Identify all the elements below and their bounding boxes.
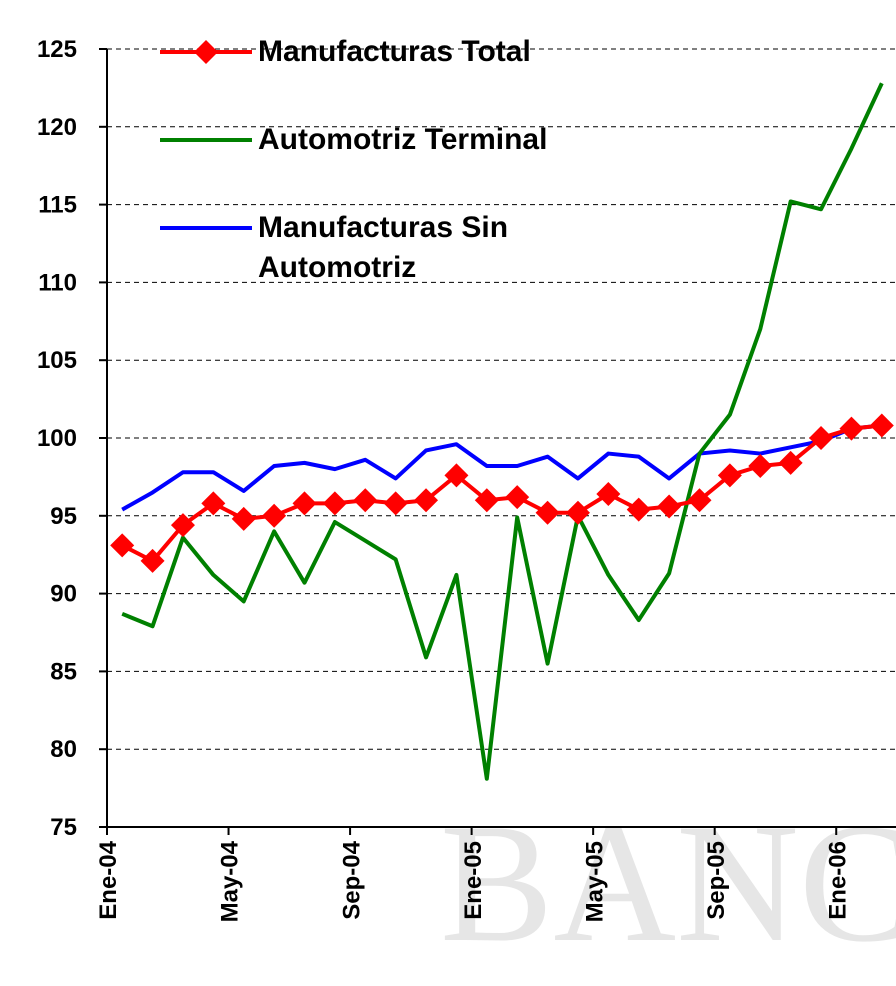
data-point (505, 485, 529, 509)
y-tick-label: 95 (50, 503, 77, 530)
y-tick-label: 115 (38, 192, 77, 219)
y-tick-label: 110 (38, 269, 77, 296)
data-point (110, 533, 134, 557)
y-tick-label: 80 (50, 736, 77, 763)
legend-label: Manufacturas Sin Automotriz (258, 211, 588, 288)
y-tick-label: 100 (37, 425, 77, 452)
chart: BANCO7580859095100105110115120125Ene-04M… (0, 0, 896, 986)
data-point (384, 491, 408, 515)
x-tick-label: Ene-05 (460, 841, 487, 920)
y-tick-label: 125 (37, 36, 77, 63)
legend-item: Automotriz Terminal (258, 123, 598, 203)
legend-item: Manufacturas Total (258, 35, 598, 115)
data-point (657, 494, 681, 518)
data-point (293, 491, 317, 515)
x-tick-label: Sep-05 (703, 841, 730, 920)
y-tick-label: 105 (37, 347, 77, 374)
x-tick-label: Sep-04 (338, 840, 365, 919)
x-tick-label: Ene-04 (95, 840, 122, 919)
data-point (748, 454, 772, 478)
legend-item: Manufacturas Sin Automotriz (258, 211, 598, 291)
data-point (262, 504, 286, 528)
y-tick-label: 75 (50, 814, 77, 841)
series-line (122, 426, 882, 561)
data-point (627, 498, 651, 522)
y-tick-label: 120 (37, 114, 77, 141)
x-tick-label: May-05 (581, 841, 608, 922)
legend-marker (194, 40, 218, 64)
data-point (353, 488, 377, 512)
legend-label: Automotriz Terminal (258, 123, 588, 160)
data-point (536, 501, 560, 525)
data-point (870, 414, 894, 438)
x-tick-label: May-04 (217, 840, 244, 922)
legend-label: Manufacturas Total (258, 35, 588, 72)
data-point (323, 491, 347, 515)
x-tick-label: Ene-06 (824, 841, 851, 920)
data-point (232, 507, 256, 531)
y-tick-label: 85 (50, 658, 77, 685)
data-point (566, 501, 590, 525)
data-point (839, 417, 863, 441)
data-point (596, 482, 620, 506)
y-tick-label: 90 (50, 581, 77, 608)
